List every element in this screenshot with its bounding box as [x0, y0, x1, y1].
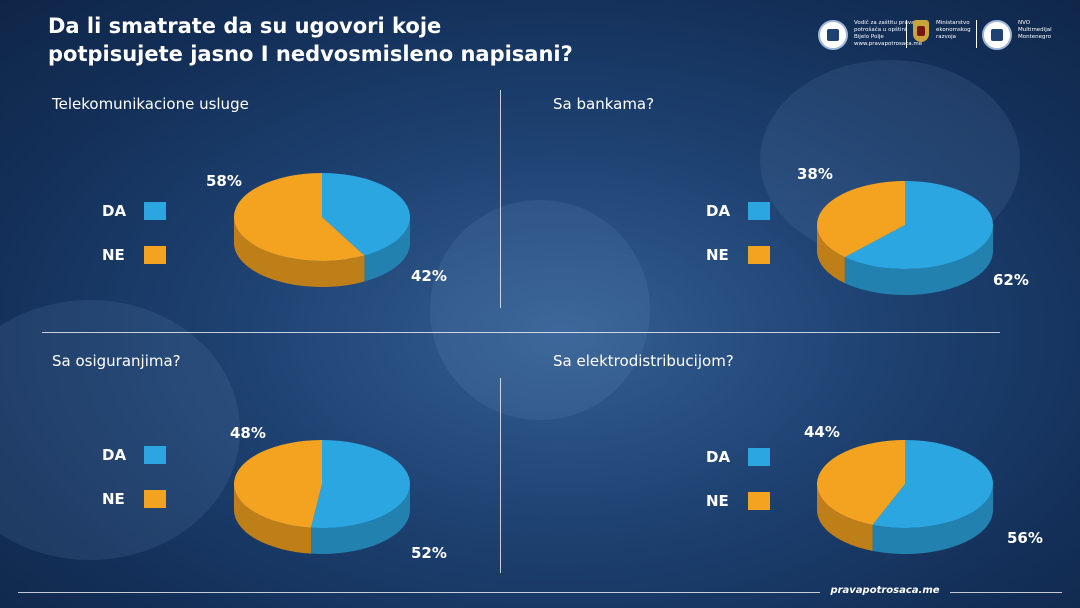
legend-item-ne: NE	[706, 246, 770, 264]
pie-slice-da	[844, 181, 993, 269]
pie-label-ne: 58%	[206, 172, 242, 190]
vertical-divider-bottom	[500, 378, 501, 573]
pie-slice-da	[322, 173, 410, 256]
horizontal-divider	[42, 332, 1000, 333]
pie-chart-telekom	[234, 173, 410, 287]
legend-item-da: DA	[102, 446, 166, 464]
legend-item-ne: NE	[102, 490, 166, 508]
legend-item-da: DA	[706, 202, 770, 220]
da-swatch	[748, 448, 770, 466]
pie-slice-ne	[817, 440, 905, 525]
chart-title-banke: Sa bankama?	[553, 95, 655, 113]
pie-side-ne	[234, 484, 311, 554]
scales-icon	[818, 20, 848, 50]
legend-item-da: DA	[102, 202, 166, 220]
background-shape	[0, 300, 240, 560]
ne-swatch	[144, 490, 166, 508]
pie-side-da	[872, 484, 993, 554]
footer-line	[950, 592, 1062, 593]
pie-chart-osiguranje	[233, 440, 410, 554]
pie-side-ne	[234, 217, 365, 287]
title-line-2: potpisujete jasno I nedvosmisleno napisa…	[48, 42, 573, 66]
pie-label-ne: 48%	[230, 424, 266, 442]
pie-slice-ne	[233, 440, 322, 528]
pie-chart-banke	[817, 181, 993, 295]
pie-side-da	[364, 217, 410, 282]
pie-side-ne	[817, 225, 845, 284]
logo-divider	[906, 20, 907, 48]
nvo-logo-icon	[982, 20, 1012, 50]
pie-label-da: 52%	[411, 544, 447, 562]
pie-slice-ne	[234, 173, 365, 261]
footer-site-link[interactable]: pravapotrosaca.me	[830, 585, 940, 596]
vertical-divider-top	[500, 90, 501, 308]
chart-title-telekom: Telekomunikacione usluge	[52, 95, 249, 113]
pie-label-ne: 38%	[797, 165, 833, 183]
da-swatch	[144, 446, 166, 464]
pie-label-da: 62%	[993, 271, 1029, 289]
pie-label-da: 42%	[411, 267, 447, 285]
pie-chart-elektro	[817, 440, 993, 554]
ne-swatch	[748, 492, 770, 510]
page-title: Da li smatrate da su ugovori koje potpis…	[48, 12, 608, 68]
coat-of-arms-icon	[912, 20, 930, 46]
pie-side-ne	[817, 484, 873, 551]
pie-side-da	[310, 484, 410, 554]
vodic-logo: Vodič za zaštitu prava potrošača u opšti…	[818, 20, 922, 50]
pie-label-ne: 44%	[804, 423, 840, 441]
chart-title-osiguranje: Sa osiguranjima?	[52, 352, 181, 370]
logo-divider	[976, 20, 977, 48]
pie-slice-da	[872, 440, 993, 528]
legend-item-ne: NE	[102, 246, 166, 264]
da-swatch	[144, 202, 166, 220]
ministarstvo-logo: Ministarstvo ekonomskog razvoja	[912, 20, 971, 46]
background-shape	[430, 200, 650, 420]
da-swatch	[748, 202, 770, 220]
chart-title-elektro: Sa elektrodistribucijom?	[553, 352, 734, 370]
pie-slice-da	[310, 440, 410, 528]
pie-side-da	[844, 225, 993, 295]
footer-line	[18, 592, 820, 593]
nvo-logo: NVO Multimedijal Montenegro	[982, 20, 1052, 50]
legend-item-ne: NE	[706, 492, 770, 510]
title-line-1: Da li smatrate da su ugovori koje	[48, 14, 442, 38]
pie-label-da: 56%	[1007, 529, 1043, 547]
pie-slice-ne	[817, 181, 905, 258]
ne-swatch	[144, 246, 166, 264]
ne-swatch	[748, 246, 770, 264]
legend-item-da: DA	[706, 448, 770, 466]
